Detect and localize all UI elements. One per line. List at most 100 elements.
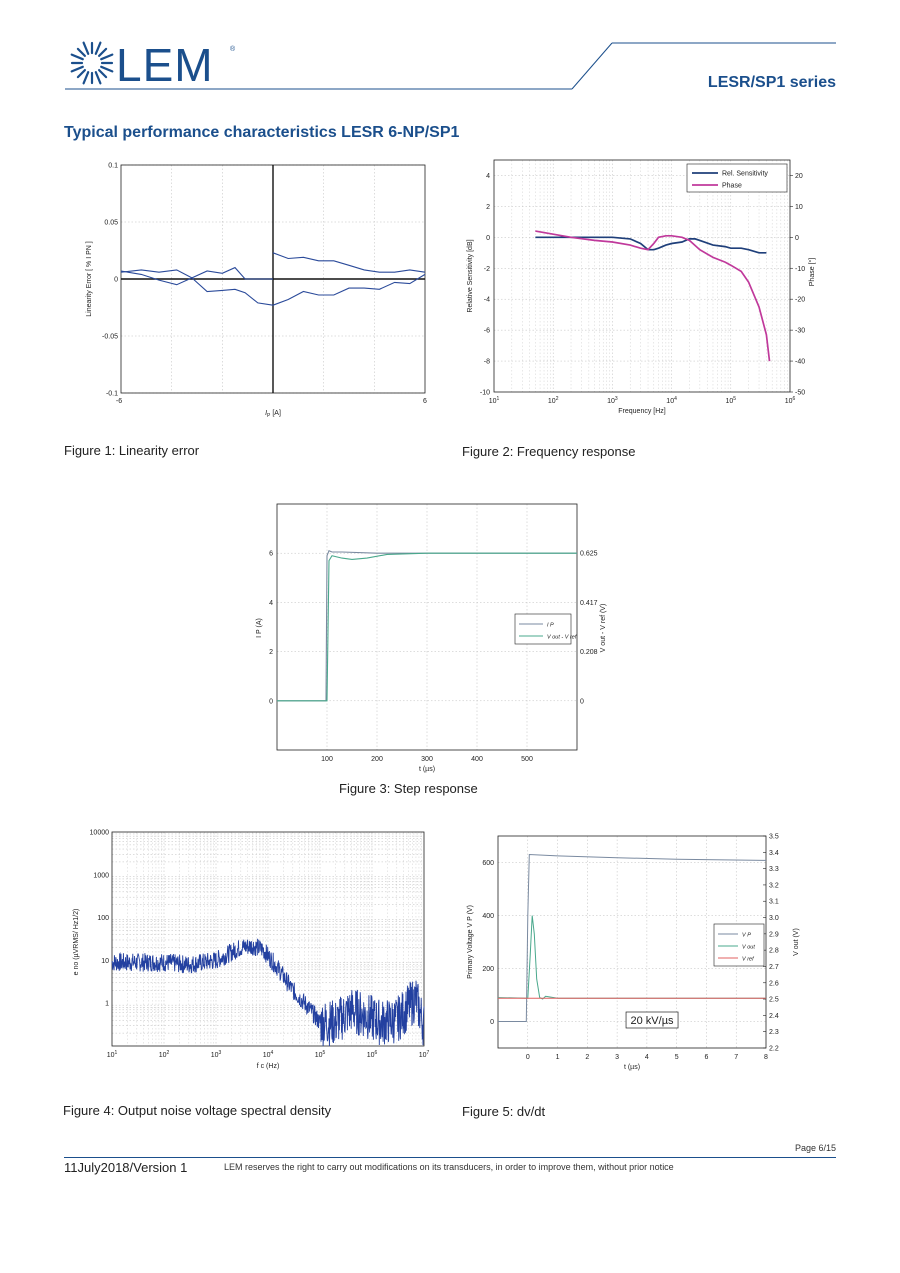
legend: V P V out V ref: [713, 923, 765, 967]
legend-label: I P: [547, 623, 554, 629]
linearity-series-2: [120, 270, 274, 306]
header-rule-slant: [571, 42, 613, 90]
x-tick-label: 100: [321, 756, 333, 763]
sun-ray: [76, 68, 87, 79]
x-axis-label: t (µs): [624, 1064, 640, 1071]
y-tick-label: -8: [484, 359, 490, 366]
page-number: Page 6/15: [794, 1143, 836, 1153]
x-tick-label: 102: [548, 396, 559, 405]
x-tick-label: 102: [159, 1050, 170, 1059]
x-tick-label: 400: [471, 756, 483, 763]
x-tick-label: 1: [556, 1054, 560, 1061]
figure-5-caption: Figure 5: dv/dt: [462, 1104, 546, 1119]
y2-tick-label: -50: [795, 390, 805, 397]
x-tick-label: 0: [526, 1054, 530, 1061]
sun-ray: [70, 65, 84, 73]
x-axis-label: IP [A]: [265, 410, 281, 419]
y-tick-label: 0.05: [104, 220, 118, 227]
x-tick-label: 105: [315, 1050, 326, 1059]
figure-2-caption: Figure 2: Frequency response: [462, 444, 636, 459]
sun-ray: [97, 68, 108, 79]
y2-tick-label: 20: [795, 173, 803, 180]
y-tick-label: 1: [105, 1001, 109, 1008]
linearity-series-4: [272, 273, 426, 306]
y2-tick-label: 2.4: [769, 1013, 779, 1020]
x-tick-label: 103: [607, 396, 618, 405]
y-tick-label: 0: [490, 1019, 494, 1026]
y-tick-label: -10: [480, 390, 490, 397]
sun-ray: [70, 53, 84, 61]
dvdt-series-2: [497, 915, 766, 1000]
y-tick-label: -0.1: [106, 391, 118, 398]
y-tick-label: 100: [97, 915, 109, 922]
y2-tick-label: 2.3: [769, 1029, 779, 1036]
x-tick-label: 106: [367, 1050, 378, 1059]
sun-ray: [94, 41, 102, 55]
y2-tick-label: 0.625: [580, 551, 598, 558]
y-axis-label: Primary Voltage V P (V): [467, 905, 474, 979]
y-tick-label: 0: [269, 698, 273, 705]
y-tick-label: 400: [482, 913, 494, 920]
y2-tick-label: 2.8: [769, 948, 779, 955]
x-tick-label: 500: [521, 756, 533, 763]
x-tick-label: 106: [785, 396, 796, 405]
y-tick-label: 2: [486, 204, 490, 211]
sun-ray: [100, 53, 114, 61]
footer-version: 11July2018/Version 1: [64, 1160, 188, 1175]
header-graphic: [65, 41, 836, 90]
linearity-series-1: [120, 266, 273, 280]
y-tick-label: 6: [269, 551, 273, 558]
y2-tick-label: 3.4: [769, 850, 779, 857]
y2-tick-label: 2.6: [769, 980, 779, 987]
figure-3-caption: Figure 3: Step response: [339, 781, 478, 796]
legend: Rel. Sensitivity Phase: [686, 163, 788, 193]
sun-ray: [100, 65, 114, 73]
x-axis-label: Frequency [Hz]: [618, 408, 666, 415]
x-tick-label: 300: [421, 756, 433, 763]
y-axis-label: e no (µVRMS/ Hz1/2): [73, 909, 80, 976]
plot-frame: [276, 503, 578, 751]
plot-frame: [497, 835, 767, 1049]
footer-rule: [64, 1157, 836, 1158]
y2-tick-label: 2.9: [769, 931, 779, 938]
sun-ray: [82, 71, 90, 85]
sun-ray: [82, 41, 90, 55]
dvdt-series-1: [498, 853, 767, 1022]
y2-tick-label: 3.0: [769, 915, 779, 922]
x-tick-label: 104: [263, 1050, 274, 1059]
y2-tick-label: 10: [795, 204, 803, 211]
y-tick-label: 0: [486, 235, 490, 242]
frequency-series-2: [535, 230, 771, 362]
legend: I P V out - V ref: [514, 613, 577, 645]
legend-label: V out: [742, 945, 755, 951]
section-title: Typical performance characteristics LESR…: [64, 124, 460, 141]
figure-1-caption: Figure 1: Linearity error: [64, 443, 200, 458]
y-tick-label: 0: [114, 277, 118, 284]
y-axis-label: Relative Sensitivity [dB]: [467, 239, 474, 312]
linearity-series-3: [272, 252, 426, 273]
y2-tick-label: 2.5: [769, 997, 779, 1004]
annotation-box: [625, 1011, 679, 1029]
sun-ray: [76, 47, 87, 58]
y-tick-label: 1000: [93, 872, 109, 879]
x-tick-label: 105: [726, 396, 737, 405]
dvdt-chart: 600 400 200 0 3.5 3.4 3.3 3.2 3.1 3.0 2.9 2.8 2.7 2.6…: [467, 834, 800, 1072]
y2-tick-label: 0.208: [580, 649, 598, 656]
y2-tick-label: 0: [795, 235, 799, 242]
plot-frame: [111, 831, 425, 1047]
legend-label: V ref: [742, 957, 754, 963]
y2-tick-label: 2.7: [769, 964, 779, 971]
sun-ray: [94, 71, 102, 85]
linearity-error-chart: 0.1 0.05 0 -0.05 -0.1-6 6 IP [A] Linearity Erro…: [86, 163, 427, 420]
x-tick-label: 104: [666, 396, 677, 405]
x-tick-label: 107: [419, 1050, 430, 1059]
y-tick-label: -6: [484, 328, 490, 335]
y-tick-label: 0.1: [108, 163, 118, 170]
y2-axis-label: Phase [°]: [808, 258, 816, 287]
noise-series: [111, 938, 425, 1047]
y-tick-label: -4: [484, 297, 490, 304]
registered-mark: ®: [230, 46, 236, 53]
y-tick-label: 4: [486, 173, 490, 180]
